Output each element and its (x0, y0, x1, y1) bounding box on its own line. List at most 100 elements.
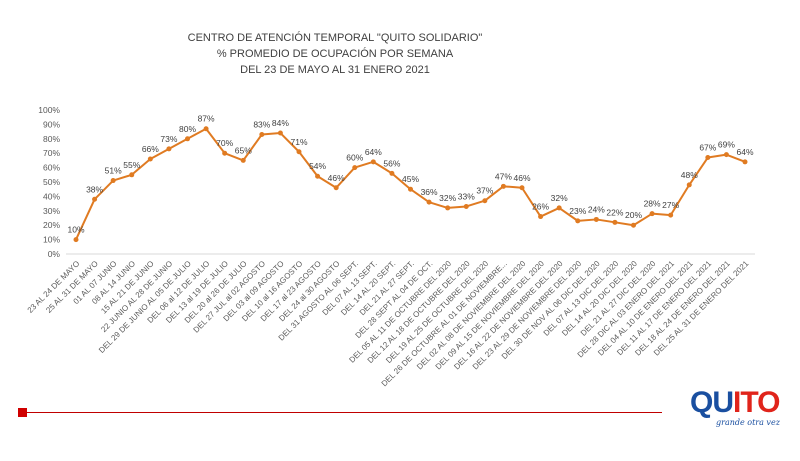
data-point (240, 157, 246, 163)
data-point (315, 173, 321, 179)
data-label: 64% (365, 147, 382, 157)
data-point (612, 219, 618, 225)
footer-square-decoration (18, 408, 27, 417)
data-label: 20% (625, 210, 642, 220)
y-tick-label: 90% (43, 119, 60, 129)
data-label: 64% (736, 147, 753, 157)
data-point (166, 146, 172, 152)
y-tick-label: 10% (43, 235, 60, 245)
data-point (147, 156, 153, 162)
data-label: 23% (569, 206, 586, 216)
data-label: 87% (198, 114, 215, 124)
data-label: 32% (551, 193, 568, 203)
logo-letter: I (733, 386, 741, 419)
data-label: 46% (328, 173, 345, 183)
data-label: 66% (142, 144, 159, 154)
data-point (723, 152, 729, 158)
data-point (463, 203, 469, 209)
chart-title-line-2: % PROMEDIO DE OCUPACIÓN POR SEMANA (216, 48, 454, 60)
data-point (482, 198, 488, 204)
data-point (556, 205, 562, 211)
data-label: 80% (179, 124, 196, 134)
data-label: 27% (662, 200, 679, 210)
data-label: 28% (644, 199, 661, 209)
data-point (370, 159, 376, 165)
data-label: 55% (123, 160, 140, 170)
data-label: 26% (532, 202, 549, 212)
data-point (686, 182, 692, 188)
data-label: 46% (513, 173, 530, 183)
data-label: 73% (160, 134, 177, 144)
data-label: 56% (383, 158, 400, 168)
data-label: 47% (495, 171, 512, 181)
data-point (593, 216, 599, 222)
data-label: 24% (588, 204, 605, 214)
data-label: 54% (309, 161, 326, 171)
data-label: 65% (235, 145, 252, 155)
data-point (668, 212, 674, 218)
data-point (203, 126, 209, 132)
footer-divider (26, 412, 662, 413)
data-point (296, 149, 302, 155)
data-point (352, 165, 358, 171)
y-tick-label: 20% (43, 220, 60, 230)
logo-text: QUITO (690, 388, 785, 418)
data-label: 71% (290, 137, 307, 147)
data-label: 33% (458, 191, 475, 201)
y-tick-label: 70% (43, 148, 60, 158)
logo-letter: T (740, 386, 758, 419)
data-label: 48% (681, 170, 698, 180)
data-point (333, 185, 339, 191)
data-label: 70% (216, 138, 233, 148)
data-point (185, 136, 190, 142)
data-point (222, 150, 228, 156)
chart-title-line-1: CENTRO DE ATENCIÓN TEMPORAL "QUITO SOLID… (187, 32, 483, 44)
data-point (92, 196, 98, 202)
data-point (389, 170, 395, 176)
quito-logo: QUITO grande otra vez (690, 388, 785, 438)
y-tick-label: 30% (43, 206, 60, 216)
data-point (426, 199, 432, 205)
chart-title-line-3: DEL 23 DE MAYO AL 31 ENERO 2021 (240, 64, 430, 76)
logo-letter: U (712, 386, 734, 419)
data-point (649, 211, 655, 217)
logo-letter: Q (690, 386, 713, 419)
data-point (129, 172, 135, 178)
data-label: 69% (718, 140, 735, 150)
y-tick-label: 60% (43, 163, 60, 173)
logo-tagline: grande otra vez (716, 418, 780, 427)
data-point (742, 159, 748, 165)
data-point (631, 222, 636, 228)
data-label: 83% (253, 119, 270, 129)
data-point (705, 155, 711, 161)
data-label: 84% (272, 118, 289, 128)
data-point (445, 205, 451, 211)
data-point (259, 131, 265, 137)
data-point (110, 178, 116, 184)
data-point (575, 218, 581, 224)
data-point (519, 185, 525, 191)
data-label: 37% (476, 186, 493, 196)
data-label: 60% (346, 153, 363, 163)
data-point (538, 214, 544, 220)
chart-title: CENTRO DE ATENCIÓN TEMPORAL "QUITO SOLID… (0, 30, 670, 78)
data-label: 36% (421, 187, 438, 197)
data-label: 67% (699, 143, 716, 153)
data-label: 51% (105, 166, 122, 176)
y-tick-label: 40% (43, 191, 60, 201)
data-point (277, 130, 283, 136)
data-point (500, 183, 506, 189)
y-tick-label: 80% (43, 134, 60, 144)
y-tick-label: 0% (48, 249, 61, 259)
y-tick-label: 100% (38, 105, 60, 115)
data-label: 45% (402, 174, 419, 184)
data-label: 10% (67, 225, 84, 235)
data-label: 38% (86, 184, 103, 194)
data-point (408, 186, 413, 192)
data-label: 32% (439, 193, 456, 203)
y-tick-label: 50% (43, 177, 60, 187)
data-label: 22% (606, 207, 623, 217)
logo-letter: O (757, 386, 780, 419)
data-point (73, 237, 79, 243)
